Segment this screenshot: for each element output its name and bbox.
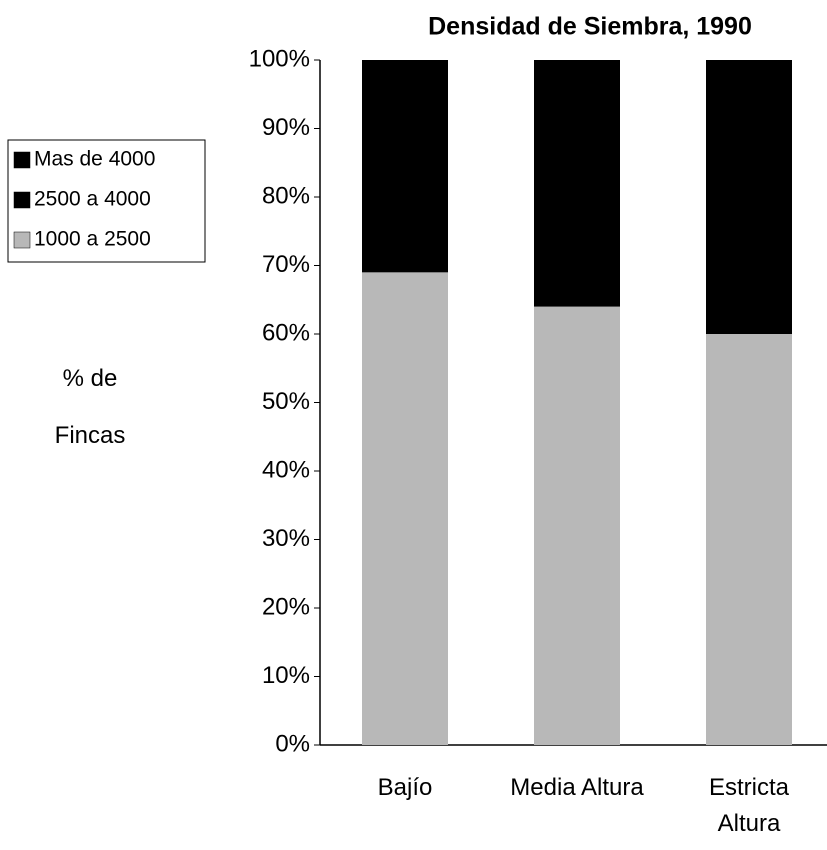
bar-segment <box>706 60 792 334</box>
y-tick-label: 60% <box>262 319 310 346</box>
legend-swatch <box>13 231 31 249</box>
x-tick-label: Bajío <box>377 774 433 801</box>
bar-segment <box>706 334 792 745</box>
y-tick-label: 50% <box>262 388 310 415</box>
bar-segment <box>362 60 448 273</box>
y-tick-label: 30% <box>262 525 310 552</box>
x-tick-label: Estricta Altura <box>708 774 789 837</box>
y-axis-label: % de Fincas <box>54 365 126 449</box>
legend-swatch <box>13 191 31 209</box>
y-tick-label: 40% <box>262 456 310 483</box>
y-tick-label: 10% <box>262 662 310 689</box>
y-tick-label: 100% <box>249 45 310 72</box>
chart-title: Densidad de Siembra, 1990 <box>428 13 752 41</box>
x-tick-label: Media Altura <box>510 774 644 801</box>
legend-swatch <box>13 151 31 169</box>
y-tick-label: 20% <box>262 593 310 620</box>
y-tick-label: 90% <box>262 114 310 141</box>
legend-label: 2500 a 4000 <box>34 188 151 211</box>
legend-box <box>7 139 206 263</box>
y-tick-label: 70% <box>262 251 310 278</box>
bar-segment <box>362 272 448 745</box>
bar-segment <box>534 60 620 307</box>
y-tick-label: 80% <box>262 182 310 209</box>
y-tick-label: 0% <box>275 730 310 757</box>
legend-label: Mas de 4000 <box>34 148 155 171</box>
bar-segment <box>534 306 620 745</box>
legend-label: 1000 a 2500 <box>34 228 151 251</box>
